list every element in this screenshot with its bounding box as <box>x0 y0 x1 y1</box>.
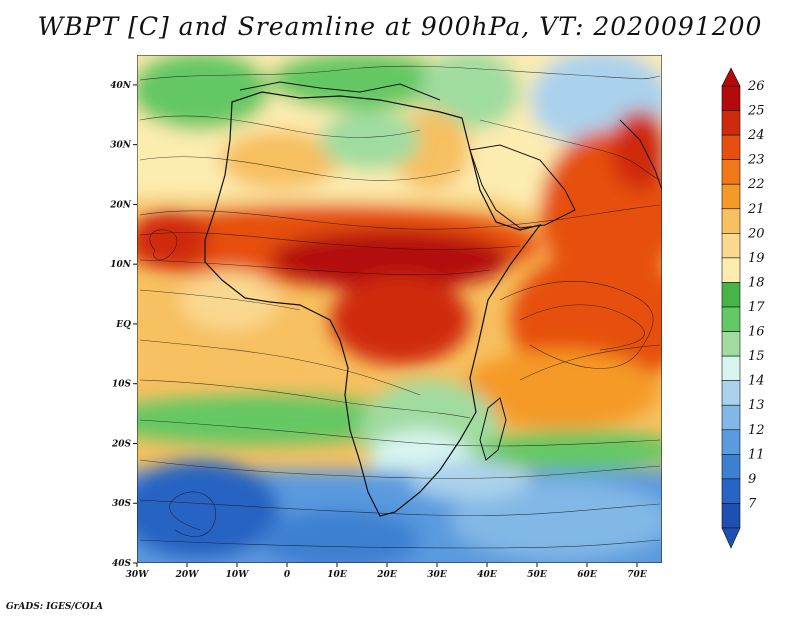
colorbar-label: 24 <box>747 128 765 143</box>
colorbar-label: 17 <box>748 300 765 315</box>
x-tick-label: 70E <box>627 570 647 580</box>
colorbar-swatch <box>721 355 741 381</box>
x-tick-label: 50E <box>527 570 547 580</box>
colorbar-swatch <box>721 233 741 259</box>
x-tick-label: 30E <box>427 570 447 580</box>
colorbar-label: 22 <box>747 177 765 192</box>
y-tick-label: EQ <box>115 320 131 330</box>
colorbar-label: 15 <box>748 349 765 364</box>
colorbar-label: 12 <box>748 423 765 438</box>
mediterranean-coast <box>239 81 441 101</box>
y-axis: 40N 30N 20N 10N EQ 10S 20S 30S 40S <box>109 81 137 569</box>
grads-credit: GrADS: IGES/COLA <box>6 602 104 612</box>
colorbar-swatch <box>721 429 741 455</box>
colorbar-bottom-arrow <box>721 527 741 549</box>
colorbar-label: 9 <box>748 472 756 487</box>
colorbar-label: 18 <box>748 275 765 290</box>
x-tick-label: 20E <box>376 570 397 580</box>
x-tick-label: 60E <box>577 570 597 580</box>
colorbar: 26 25 24 23 22 21 20 19 18 17 16 15 14 13 12 11 9 7 <box>721 67 765 549</box>
colorbar-swatch <box>721 454 741 480</box>
x-tick-label: 30W <box>126 570 150 580</box>
colorbar-swatch <box>721 282 741 308</box>
colorbar-label: 23 <box>747 153 765 168</box>
colorbar-swatch <box>721 380 741 406</box>
colorbar-swatch <box>721 208 741 234</box>
streamlines <box>139 65 661 549</box>
chart-title: WBPT [C] and Sreamline at 900hPa, VT: 20… <box>37 12 763 41</box>
colorbar-top-arrow <box>721 67 741 87</box>
y-tick-label: 10S <box>112 380 132 390</box>
colorbar-label: 20 <box>747 226 765 241</box>
x-tick-label: 20W <box>175 570 200 580</box>
x-axis: 30W 20W 10W 0 10E 20E 30E 40E 50E 60E 70E <box>126 563 647 580</box>
colorbar-swatch <box>721 110 741 136</box>
india-coast <box>619 119 662 191</box>
colorbar-label: 7 <box>748 496 757 511</box>
africa-coastline <box>204 91 542 517</box>
colorbar-label: 25 <box>747 104 765 119</box>
colorbar-swatch <box>721 159 741 185</box>
madagascar <box>479 397 507 461</box>
colorbar-swatch <box>721 404 741 431</box>
colorbar-label: 13 <box>748 398 765 413</box>
colorbar-swatch <box>721 331 741 357</box>
y-tick-label: 40S <box>112 559 132 569</box>
arabian-peninsula <box>469 144 576 229</box>
y-tick-label: 30S <box>112 499 132 509</box>
y-tick-label: 40N <box>110 81 132 91</box>
colorbar-swatch <box>721 257 741 283</box>
colorbar-swatch <box>721 85 741 111</box>
x-tick-label: 10W <box>226 570 250 580</box>
y-tick-label: 20S <box>111 439 132 449</box>
colorbar-swatch <box>721 183 741 210</box>
x-tick-label: 40E <box>477 570 497 580</box>
colorbar-label: 21 <box>747 202 765 217</box>
colorbar-label: 19 <box>748 251 765 266</box>
temperature-field <box>137 55 662 563</box>
colorbar-label: 26 <box>747 79 765 94</box>
colorbar-label: 16 <box>748 325 765 340</box>
x-tick-label: 10E <box>327 570 347 580</box>
y-tick-label: 30N <box>110 141 132 151</box>
y-tick-label: 10N <box>110 260 132 270</box>
colorbar-label: 14 <box>748 374 765 389</box>
x-tick-label: 0 <box>284 570 291 580</box>
map-panel <box>137 55 662 563</box>
colorbar-swatch <box>721 306 741 332</box>
colorbar-label: 11 <box>748 447 765 462</box>
y-tick-label: 20N <box>109 200 132 210</box>
colorbar-swatch <box>721 478 741 504</box>
colorbar-swatch <box>721 134 741 160</box>
colorbar-swatch <box>721 503 741 529</box>
